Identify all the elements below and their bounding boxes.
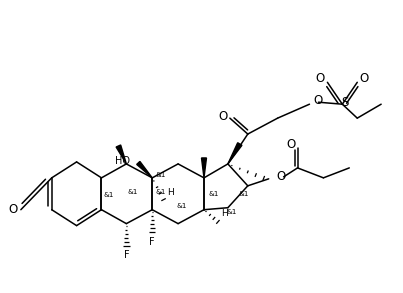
Polygon shape [137,161,152,178]
Text: &1: &1 [155,172,165,178]
Text: O: O [8,203,17,216]
Text: &1: &1 [103,192,114,198]
Polygon shape [228,143,242,164]
Text: F: F [124,251,129,260]
Polygon shape [116,145,127,164]
Text: O: O [359,72,369,85]
Text: &1: &1 [155,189,165,195]
Text: &1: &1 [127,189,137,195]
Text: O: O [286,137,295,151]
Text: HO: HO [115,156,130,166]
Text: O: O [316,72,325,85]
Text: O: O [314,94,323,107]
Text: F: F [150,236,155,246]
Text: &1: &1 [209,191,219,197]
Text: &1: &1 [239,191,249,197]
Text: H: H [222,209,228,218]
Polygon shape [202,158,206,178]
Text: &1: &1 [177,203,187,209]
Text: H: H [167,188,174,197]
Text: &1: &1 [226,209,237,215]
Text: O: O [218,110,228,123]
Text: S: S [342,96,349,109]
Text: O: O [276,170,286,183]
